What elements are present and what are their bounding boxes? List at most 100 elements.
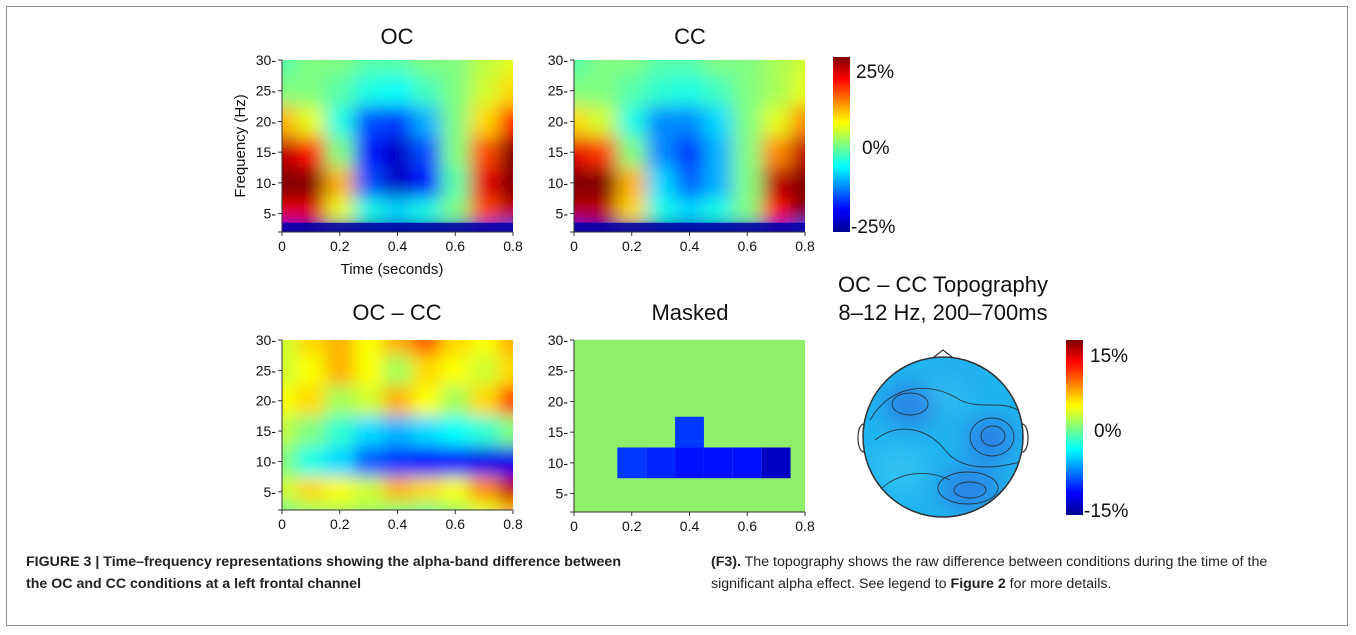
heatmap-cell (325, 60, 355, 76)
heatmap-cell (790, 75, 805, 107)
heatmap-cell (325, 476, 355, 501)
low-frequency-band (574, 222, 805, 232)
masked-cell (675, 447, 704, 479)
topography-head-map (857, 349, 1029, 518)
x-tick-label: 0.4 (388, 238, 408, 254)
x-tick-label: 0.2 (330, 238, 350, 254)
caption-right: (F3). The topography shows the raw diffe… (711, 551, 1331, 595)
y-tick-label: 15- (256, 144, 277, 160)
heatmap-cell (703, 167, 733, 199)
heatmap-cell (296, 385, 326, 416)
heatmap-cell (790, 106, 805, 137)
heatmap-cell (588, 60, 618, 76)
y-tick-label: 10- (548, 175, 569, 191)
heatmap-cell (411, 476, 441, 501)
heatmap-cell (325, 415, 355, 447)
heatmap-cell (440, 385, 470, 416)
heatmap-cell (646, 60, 676, 76)
y-tick-label: 20- (256, 113, 277, 129)
x-tick-label: 0 (570, 518, 578, 534)
heatmap-cell (646, 106, 676, 137)
heatmap-cell (440, 415, 470, 447)
heatmap-cell (498, 355, 513, 386)
heatmap-cell (383, 198, 412, 223)
heatmap-cell (411, 136, 441, 168)
y-tick-label: 25- (548, 83, 569, 99)
heatmap-cell (383, 446, 412, 477)
heatmap-cell (354, 60, 384, 76)
heatmap-cell (498, 167, 513, 199)
x-tick-label: 0.4 (680, 518, 700, 534)
y-tick-label: 25- (256, 362, 277, 378)
heatmap-cell (440, 340, 470, 356)
heatmap-cell (498, 500, 513, 510)
x-tick-label: 0 (278, 238, 286, 254)
heatmap-cell (617, 167, 647, 199)
heatmap-cell (732, 75, 762, 107)
x-tick-label: 0.8 (503, 516, 523, 532)
heatmap-cell (325, 385, 355, 416)
heatmap-cell (646, 198, 676, 223)
heatmap-cell (296, 167, 326, 199)
heatmap-cell (325, 198, 355, 223)
heatmap-cell (440, 106, 470, 137)
heatmap-cell (411, 500, 441, 510)
heatmap-cell (469, 415, 499, 447)
heatmap-cell (383, 500, 412, 510)
heatmap-cell (440, 167, 470, 199)
heatmap-cell (469, 60, 499, 76)
heatmap-cell (761, 136, 791, 168)
x-tick-label: 0 (278, 516, 286, 532)
heatmap-cell (296, 198, 326, 223)
heatmap-cell (498, 446, 513, 477)
heatmap-cell (411, 415, 441, 447)
heatmap-cell (296, 476, 326, 501)
heatmap-cell (296, 415, 326, 447)
heatmap-cell (790, 60, 805, 76)
heatmap-cell (469, 136, 499, 168)
heatmap-cell (325, 106, 355, 137)
topography-title-line2: 8–12 Hz, 200–700ms (838, 300, 1047, 325)
heatmap-cell (354, 136, 384, 168)
heatmap-cell (296, 136, 326, 168)
heatmap-cell (440, 500, 470, 510)
colorbar-top-mid: 0% (862, 138, 890, 159)
x-tick-label: 0.4 (680, 238, 700, 254)
heatmap-cell (732, 106, 762, 137)
heatmap-cell (325, 355, 355, 386)
heatmap-cell (411, 167, 441, 199)
heatmap-cell (498, 340, 513, 356)
heatmap-cell (675, 198, 704, 223)
heatmap-cell (574, 198, 589, 223)
y-tick-label: 20- (256, 393, 277, 409)
y-tick-label: 30- (256, 332, 277, 348)
masked-cell (617, 447, 647, 479)
masked-cell (646, 447, 676, 479)
heatmap-cell (325, 446, 355, 477)
heatmap-cell (703, 60, 733, 76)
heatmap-cell (469, 476, 499, 501)
caption-suffix: for more details. (1005, 576, 1112, 592)
heatmap-cell (411, 106, 441, 137)
axes-oc: 5- 10- 15- 20- 25- 30- 0 0.2 0.4 0.6 0.8 (256, 52, 523, 254)
heatmap-cell (617, 198, 647, 223)
heatmap-cell (440, 136, 470, 168)
heatmap-cell (469, 500, 499, 510)
heatmap-cell (703, 75, 733, 107)
heatmap-cell (498, 198, 513, 223)
heatmap-cell (296, 355, 326, 386)
masked-cell (675, 416, 704, 448)
heatmap-cell (440, 446, 470, 477)
heatmap-cell (383, 106, 412, 137)
heatmap-cell (617, 136, 647, 168)
y-tick-label: 15- (548, 424, 569, 440)
x-tick-label: 0.6 (446, 516, 466, 532)
heatmap-cell (411, 75, 441, 107)
heatmap-cell (354, 167, 384, 199)
heatmap-cell (282, 60, 297, 76)
colorbar-bottom-min: -15% (1084, 501, 1128, 522)
heatmap-cell (282, 355, 297, 386)
heatmap-masked (574, 340, 805, 512)
heatmap-cell (761, 198, 791, 223)
y-tick-label: 25- (548, 363, 569, 379)
